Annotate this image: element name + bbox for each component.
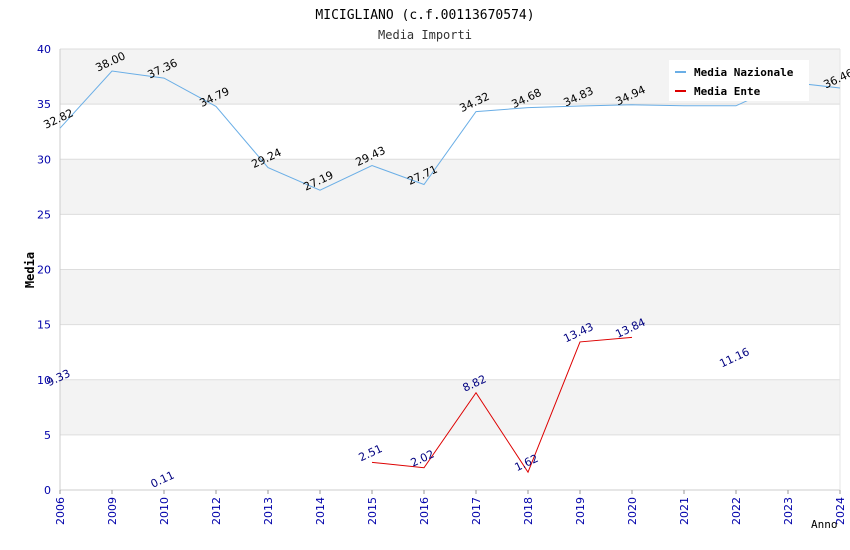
x-tick-label: 2012	[210, 497, 223, 525]
legend-label: Media Nazionale	[694, 66, 794, 79]
plot-band	[60, 159, 840, 215]
plot-background-bands	[60, 49, 840, 490]
x-axis-label: Anno	[811, 518, 838, 531]
plot-band	[60, 104, 840, 160]
axes	[59, 49, 841, 491]
plot-band	[60, 214, 840, 270]
y-tick-label: 0	[44, 484, 51, 497]
y-tick-label: 25	[37, 208, 51, 221]
x-tick-label: 2023	[782, 497, 795, 525]
legend-box	[669, 60, 809, 101]
x-tick-label: 2013	[262, 497, 275, 525]
series-lines	[59, 70, 841, 474]
x-tick-label: 2006	[54, 497, 67, 525]
plot-band	[60, 269, 840, 325]
grid-lines	[60, 48, 840, 436]
y-tick-label: 15	[37, 319, 51, 332]
x-tick-label: 2009	[106, 497, 119, 525]
x-tick-label: 2015	[366, 497, 379, 525]
chart-subtitle: Media Importi	[378, 28, 472, 42]
x-tick-label: 2022	[730, 497, 743, 525]
plot-band	[60, 324, 840, 380]
y-tick-label: 10	[37, 374, 51, 387]
x-tick-label: 2018	[522, 497, 535, 525]
y-axis-label: Media	[23, 252, 37, 288]
y-tick-label: 5	[44, 429, 51, 442]
legend-label: Media Ente	[694, 85, 761, 98]
x-axis-ticks: 2006 2009 2010 2012 2013 2014 2015 2016 2017 2018…	[54, 490, 847, 525]
series-line	[371, 336, 633, 474]
legend: Media Nazionale Media Ente	[669, 60, 809, 101]
y-tick-label: 20	[37, 264, 51, 277]
y-axis-ticks: 0 5 10 15 20 25 30 35 40	[37, 43, 51, 497]
x-tick-label: 2017	[470, 497, 483, 525]
x-tick-label: 2010	[158, 497, 171, 525]
series-line	[59, 70, 841, 191]
x-tick-label: 2024	[834, 497, 847, 525]
x-tick-label: 2016	[418, 497, 431, 525]
y-tick-label: 35	[37, 98, 51, 111]
x-tick-label: 2021	[678, 497, 691, 525]
x-tick-label: 2014	[314, 497, 327, 525]
y-tick-label: 40	[37, 43, 51, 56]
plot-band	[60, 379, 840, 435]
plot-band	[60, 434, 840, 490]
y-tick-label: 30	[37, 153, 51, 166]
x-tick-label: 2019	[574, 497, 587, 525]
chart-title: MICIGLIANO (c.f.00113670574)	[315, 8, 534, 23]
x-tick-label: 2020	[626, 497, 639, 525]
